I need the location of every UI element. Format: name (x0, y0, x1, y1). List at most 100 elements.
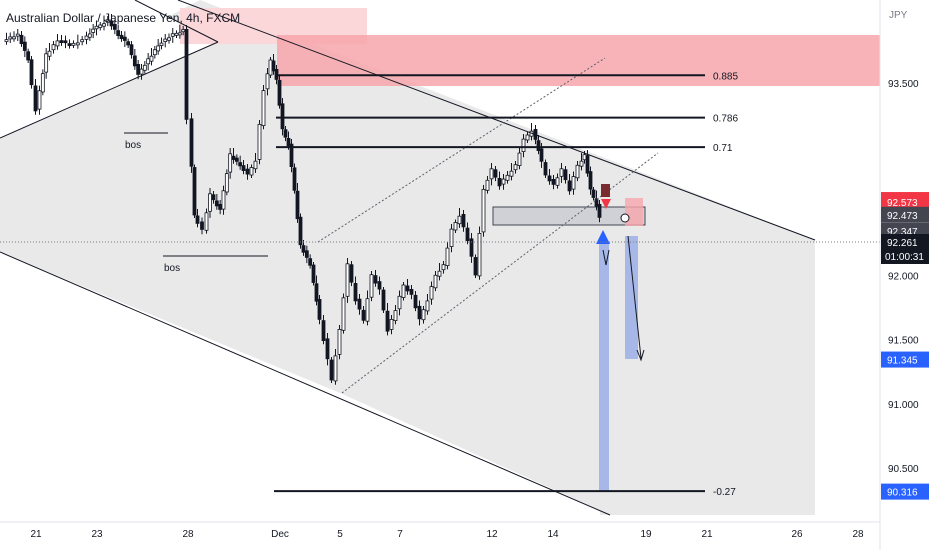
candle-body (465, 227, 470, 242)
candle-body (582, 154, 587, 161)
projection-arrow-icon (636, 349, 645, 362)
target-bar-short (625, 236, 638, 359)
candle-body (80, 39, 85, 43)
candle-body (489, 168, 494, 180)
time-tick-label: 14 (547, 529, 559, 540)
candle-body (8, 36, 13, 40)
time-tick-label: 28 (182, 529, 194, 540)
candle-body (539, 148, 544, 162)
candle-body (345, 263, 350, 297)
candle-body (231, 155, 236, 160)
candle-body (63, 40, 68, 44)
candle-body (555, 177, 560, 186)
channel-left-slant (134, 0, 219, 43)
candle-body (249, 167, 254, 176)
candle-body (333, 355, 338, 382)
candle-body (170, 33, 175, 37)
candle-body (116, 30, 121, 37)
candle-body (33, 85, 38, 112)
time-tick-label: 23 (91, 529, 103, 540)
candle-body (146, 58, 151, 65)
candle-body (453, 222, 458, 231)
candle-body (292, 167, 297, 191)
price-tag-label: 92.573 (887, 198, 918, 209)
channel-upper-line (177, 0, 816, 241)
candle-body (261, 90, 266, 126)
candle-body (234, 157, 239, 162)
candle-body (509, 170, 514, 177)
sell-arrow-icon (601, 199, 611, 209)
price-tag-label: 92.261 (887, 238, 918, 249)
candle-body (501, 178, 506, 185)
candle-body (469, 238, 474, 257)
candle-body (149, 55, 154, 62)
candle-body (283, 129, 288, 138)
channel-left-upper (0, 41, 219, 139)
candle-body (15, 33, 20, 37)
price-tick-label: 92.000 (888, 272, 919, 283)
candle-body (152, 49, 157, 56)
candle-body (51, 44, 56, 51)
candle-body (349, 264, 354, 283)
candle-body (37, 90, 42, 110)
candle-body (241, 165, 246, 172)
candle-body (405, 285, 410, 292)
candle-body (167, 37, 171, 41)
candle-body (373, 275, 378, 284)
candle-body (311, 264, 316, 283)
candle-body (126, 41, 131, 46)
projection-line (627, 235, 642, 359)
candle-body (295, 190, 300, 220)
candle-body (91, 28, 96, 33)
candle-body (485, 179, 490, 191)
candle-body (122, 36, 127, 41)
candle-body (268, 59, 273, 76)
candle-body (189, 118, 194, 167)
background-layer (0, 0, 880, 515)
candle-body (417, 305, 422, 320)
drawings-layer: 0.885 0.786 0.71 -0.27 bos bos (0, 0, 880, 516)
candle-body (575, 164, 580, 179)
candle-body (177, 32, 182, 36)
candle-body (265, 73, 270, 90)
candle-body (84, 35, 89, 40)
candle-body (505, 174, 510, 181)
candle-body (211, 194, 216, 201)
time-tick-label: 21 (701, 529, 713, 540)
price-tag (881, 483, 929, 500)
candle-body (22, 41, 27, 51)
candle-body (19, 34, 24, 45)
candle-body (591, 189, 596, 198)
time-tick-label: 28 (852, 529, 864, 540)
candle-body (413, 294, 418, 309)
candle-body (129, 44, 134, 56)
candle-body (109, 20, 114, 27)
candle-body (563, 169, 568, 181)
price-tag-label: 92.473 (887, 211, 918, 222)
time-tick-label: 19 (640, 529, 652, 540)
candle-body (409, 288, 414, 295)
candle-body (192, 167, 197, 216)
candle-body (286, 137, 291, 147)
candle-body (353, 282, 358, 302)
candle-body (425, 300, 430, 312)
fib-level-label: 0.786 (713, 114, 738, 125)
candle-body (224, 173, 229, 193)
candle-body (429, 286, 434, 300)
ascending-channel-upper (317, 57, 606, 243)
countdown-label: 01:00:31 (885, 252, 924, 263)
time-tick-label: 21 (30, 529, 42, 540)
candle-body (257, 124, 262, 160)
candle-body (29, 59, 34, 86)
candle-body (329, 359, 334, 381)
candle-body (441, 264, 446, 271)
fib-level-label: 0.71 (713, 143, 733, 154)
price-tag (881, 351, 929, 368)
candle-body (571, 176, 576, 190)
channel-lower-line (0, 251, 611, 516)
candle-body (536, 140, 541, 152)
buy-arrow-icon (596, 230, 610, 244)
candle-body (551, 178, 556, 185)
candle-body (385, 310, 390, 332)
